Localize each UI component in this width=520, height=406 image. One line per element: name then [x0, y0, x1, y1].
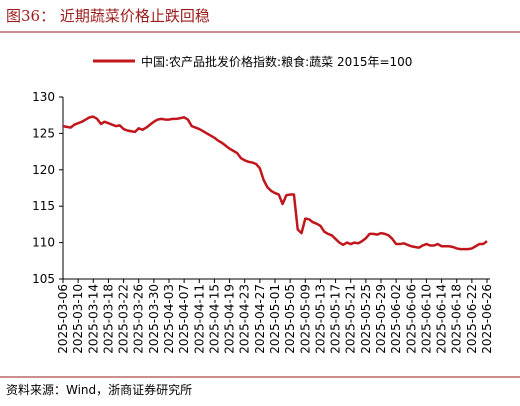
x-tick-label: 2025-05-01 — [268, 284, 282, 354]
x-tick-label: 2025-04-11 — [192, 284, 206, 354]
y-tick-label: 105 — [32, 272, 55, 286]
x-tick-label: 2025-04-19 — [223, 284, 237, 354]
x-tick-label: 2025-05-21 — [344, 284, 358, 354]
x-tick-label: 2025-06-10 — [419, 284, 433, 354]
x-tick-label: 2025-06-26 — [480, 284, 494, 354]
x-tick-label: 2025-03-26 — [132, 284, 146, 354]
x-tick-label: 2025-06-22 — [465, 284, 479, 354]
x-tick-label: 2025-04-03 — [162, 284, 176, 354]
x-tick-label: 2025-05-17 — [329, 284, 343, 354]
x-tick-label: 2025-04-27 — [253, 284, 267, 354]
y-tick-label: 130 — [32, 90, 55, 104]
series-line — [62, 115, 488, 251]
legend-label: 中国:农产品批发价格指数:粮食:蔬菜 2015年=100 — [141, 54, 412, 69]
x-tick-label: 2025-03-18 — [101, 284, 115, 354]
x-tick-label: 2025-03-06 — [56, 284, 70, 354]
x-tick-label: 2025-03-14 — [86, 284, 100, 354]
x-tick-label: 2025-05-29 — [374, 284, 388, 354]
x-tick-label: 2025-06-02 — [389, 284, 403, 354]
x-tick-label: 2025-05-05 — [283, 284, 297, 354]
x-tick-label: 2025-05-13 — [313, 284, 327, 354]
x-tick-label: 2025-03-22 — [117, 284, 131, 354]
y-tick-label: 120 — [32, 163, 55, 177]
x-tick-label: 2025-03-10 — [71, 284, 85, 354]
x-tick-label: 2025-05-25 — [359, 284, 373, 354]
x-tick-label: 2025-04-07 — [177, 284, 191, 354]
chart-title: 图36： 近期蔬菜价格止跌回稳 — [6, 7, 210, 25]
y-tick-label: 110 — [32, 236, 55, 250]
x-tick-label: 2025-04-15 — [207, 284, 221, 354]
x-tick-label: 2025-03-30 — [147, 284, 161, 354]
x-tick-label: 2025-06-06 — [404, 284, 418, 354]
y-tick-label: 115 — [32, 199, 55, 213]
y-tick-label: 125 — [32, 126, 55, 140]
x-tick-label: 2025-04-23 — [238, 284, 252, 354]
x-tick-label: 2025-06-18 — [450, 284, 464, 354]
x-tick-label: 2025-06-14 — [435, 284, 449, 354]
source-note: 资料来源：Wind，浙商证券研究所 — [6, 382, 192, 397]
x-tick-label: 2025-05-09 — [298, 284, 312, 354]
